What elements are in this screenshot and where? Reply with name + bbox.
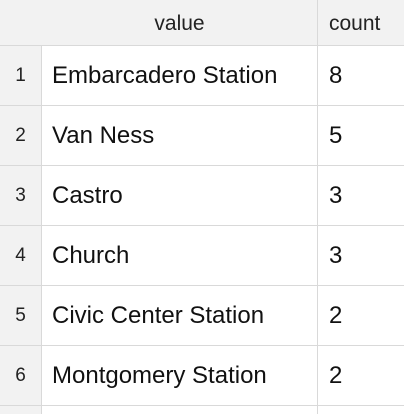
count-column-header[interactable]: count bbox=[329, 12, 381, 35]
row-index: 1 bbox=[0, 46, 42, 105]
count-cell[interactable]: 2 bbox=[329, 302, 343, 329]
table-row[interactable]: 5 Civic Center Station 2 bbox=[0, 286, 404, 346]
count-cell[interactable]: 2 bbox=[329, 362, 343, 389]
count-cell[interactable]: 3 bbox=[329, 242, 343, 269]
value-cell[interactable]: Embarcadero Station bbox=[42, 46, 318, 105]
table-row[interactable]: 6 Montgomery Station 2 bbox=[0, 346, 404, 406]
count-cell[interactable]: 5 bbox=[329, 122, 343, 149]
partial-next-row bbox=[0, 406, 404, 414]
row-index: 3 bbox=[0, 166, 42, 225]
value-cell[interactable]: Castro bbox=[42, 166, 318, 225]
count-cell[interactable]: 3 bbox=[329, 182, 343, 209]
value-column-header[interactable]: value bbox=[42, 0, 318, 46]
count-cell[interactable]: 8 bbox=[329, 62, 343, 89]
table-row[interactable]: 3 Castro 3 bbox=[0, 166, 404, 226]
value-cell[interactable]: Van Ness bbox=[42, 106, 318, 165]
row-index: 4 bbox=[0, 226, 42, 285]
value-cell[interactable]: Montgomery Station bbox=[42, 346, 318, 405]
table-header: value count bbox=[0, 0, 404, 46]
row-index: 5 bbox=[0, 286, 42, 345]
row-index: 6 bbox=[0, 346, 42, 405]
index-column-header bbox=[0, 0, 42, 46]
value-cell-stub bbox=[42, 406, 318, 414]
table-row[interactable]: 1 Embarcadero Station 8 bbox=[0, 46, 404, 106]
row-index-stub bbox=[0, 406, 42, 414]
row-index: 2 bbox=[0, 106, 42, 165]
table-row[interactable]: 2 Van Ness 5 bbox=[0, 106, 404, 166]
value-cell[interactable]: Civic Center Station bbox=[42, 286, 318, 345]
value-cell[interactable]: Church bbox=[42, 226, 318, 285]
table-row[interactable]: 4 Church 3 bbox=[0, 226, 404, 286]
